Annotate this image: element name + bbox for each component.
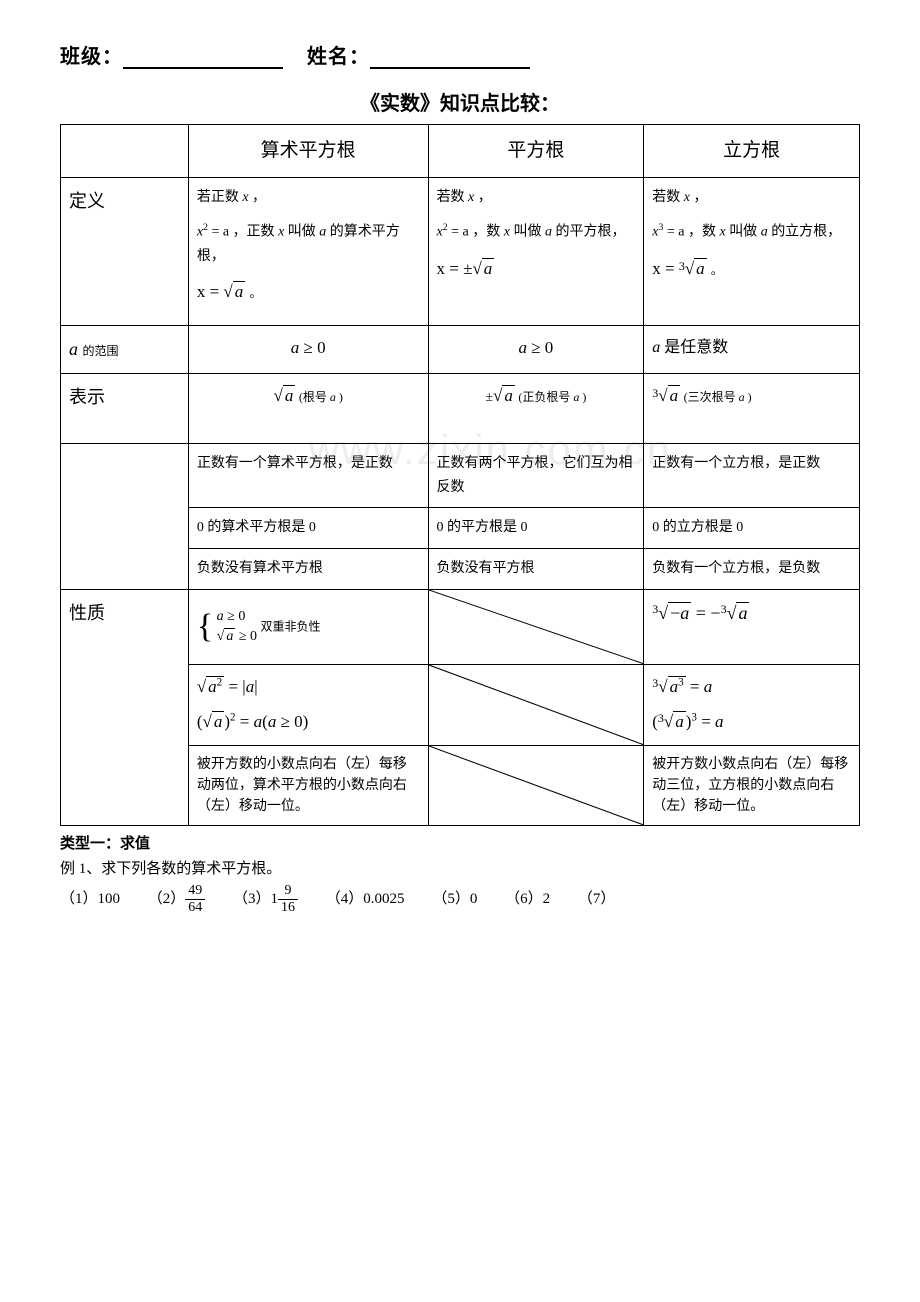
col-header-1: 算术平方根 bbox=[188, 125, 428, 178]
cell-prop2-2-diag bbox=[428, 664, 644, 745]
header-fields: 班级： 姓名： bbox=[60, 40, 860, 69]
row-label-repr: 表示 bbox=[61, 373, 189, 443]
cell-prop3-1: 被开方数的小数点向右（左）每移动两位，算术平方根的小数点向右（左）移动一位。 bbox=[188, 745, 428, 825]
cell-def-2: 若数 x ， x2 = a ，数 x 叫做 a 的平方根， x = ±√a bbox=[428, 178, 644, 326]
cell-range-3: a 是任意数 bbox=[644, 326, 860, 374]
cell-repr-2: www.zixin.com.cn ±√a (正负根号 a ) bbox=[428, 373, 644, 443]
opt-2: （2）4964 bbox=[148, 884, 206, 915]
opt-3-den: 16 bbox=[278, 900, 298, 915]
cell-prop3-2-diag bbox=[428, 745, 644, 825]
class-blank[interactable] bbox=[123, 47, 283, 69]
cell-mid1-3: 正数有一个立方根，是正数 bbox=[644, 443, 860, 508]
opt-3-label: （3）1 bbox=[233, 891, 278, 907]
opt-7: （7） bbox=[578, 887, 616, 908]
type-title: 类型一：求值 bbox=[60, 832, 860, 853]
page-title: 《实数》知识点比较： bbox=[60, 87, 860, 116]
row-prop-1: 性质 { a ≥ 0 √a ≥ 0 双重非负性 3√−a = −3√a bbox=[61, 590, 860, 665]
row-label-def: 定义 bbox=[61, 178, 189, 326]
row-repr: 表示 √a (根号 a ) www.zixin.com.cn ±√a (正负根号… bbox=[61, 373, 860, 443]
options-row: （1）100 （2）4964 （3）1916 （4）0.0025 （5）0 （6… bbox=[60, 884, 860, 915]
cell-prop1-1: { a ≥ 0 √a ≥ 0 双重非负性 bbox=[188, 590, 428, 665]
row-label-prop: 性质 bbox=[61, 590, 189, 826]
opt-4: （4）0.0025 bbox=[326, 887, 405, 908]
comparison-table: 算术平方根 平方根 立方根 定义 若正数 x ， x2 = a ，正数 x 叫做… bbox=[60, 124, 860, 826]
cell-mid1-2: 正数有两个平方根，它们互为相反数 bbox=[428, 443, 644, 508]
cell-prop2-3: 3√a3 = a (3√a)3 = a bbox=[644, 664, 860, 745]
opt-2-num: 49 bbox=[185, 884, 205, 900]
table-header-row: 算术平方根 平方根 立方根 bbox=[61, 125, 860, 178]
cell-def-1: 若正数 x ， x2 = a ，正数 x 叫做 a 的算术平方根， x = √a… bbox=[188, 178, 428, 326]
cell-mid3-1: 负数没有算术平方根 bbox=[188, 549, 428, 590]
opt-5: （5）0 bbox=[432, 887, 477, 908]
row-definition: 定义 若正数 x ， x2 = a ，正数 x 叫做 a 的算术平方根， x =… bbox=[61, 178, 860, 326]
col-header-3: 立方根 bbox=[644, 125, 860, 178]
row-label-mid bbox=[61, 443, 189, 589]
cell-prop3-3: 被开方数小数点向右（左）每移动三位，立方根的小数点向右（左）移动一位。 bbox=[644, 745, 860, 825]
opt-3-num: 9 bbox=[278, 884, 298, 900]
example-title: 例 1、求下列各数的算术平方根。 bbox=[60, 857, 860, 878]
name-blank[interactable] bbox=[370, 47, 530, 69]
cell-mid2-1: 0 的算术平方根是 0 bbox=[188, 508, 428, 549]
col-header-2: 平方根 bbox=[428, 125, 644, 178]
cell-prop1-3: 3√−a = −3√a bbox=[644, 590, 860, 665]
cell-prop1-2-diag bbox=[428, 590, 644, 665]
cell-repr-3: 3√a (三次根号 a ) bbox=[644, 373, 860, 443]
opt-2-label: （2） bbox=[148, 891, 186, 907]
cell-def-3: 若数 x ， x3 = a ，数 x 叫做 a 的立方根， x = 3√a 。 bbox=[644, 178, 860, 326]
cell-mid2-3: 0 的立方根是 0 bbox=[644, 508, 860, 549]
row-range: a 的范围 a ≥ 0 a ≥ 0 a 是任意数 bbox=[61, 326, 860, 374]
name-label: 姓名： bbox=[307, 46, 370, 68]
cell-repr-1: √a (根号 a ) bbox=[188, 373, 428, 443]
cell-mid1-1: 正数有一个算术平方根，是正数 bbox=[188, 443, 428, 508]
opt-3: （3）1916 bbox=[233, 884, 298, 915]
opt-2-den: 64 bbox=[185, 900, 205, 915]
cell-range-2: a ≥ 0 bbox=[428, 326, 644, 374]
opt-6: （6）2 bbox=[505, 887, 550, 908]
cell-prop2-1: √a2 = |a| (√a)2 = a(a ≥ 0) bbox=[188, 664, 428, 745]
cell-range-1: a ≥ 0 bbox=[188, 326, 428, 374]
row-label-range: a 的范围 bbox=[61, 326, 189, 374]
cell-mid3-3: 负数有一个立方根，是负数 bbox=[644, 549, 860, 590]
double-nonneg-label: 双重非负性 bbox=[261, 620, 321, 634]
row-mid-1: 正数有一个算术平方根，是正数 正数有两个平方根，它们互为相反数 正数有一个立方根… bbox=[61, 443, 860, 508]
corner-cell bbox=[61, 125, 189, 178]
class-label: 班级： bbox=[60, 46, 123, 68]
opt-1: （1）100 bbox=[60, 887, 120, 908]
cell-mid2-2: 0 的平方根是 0 bbox=[428, 508, 644, 549]
cell-mid3-2: 负数没有平方根 bbox=[428, 549, 644, 590]
